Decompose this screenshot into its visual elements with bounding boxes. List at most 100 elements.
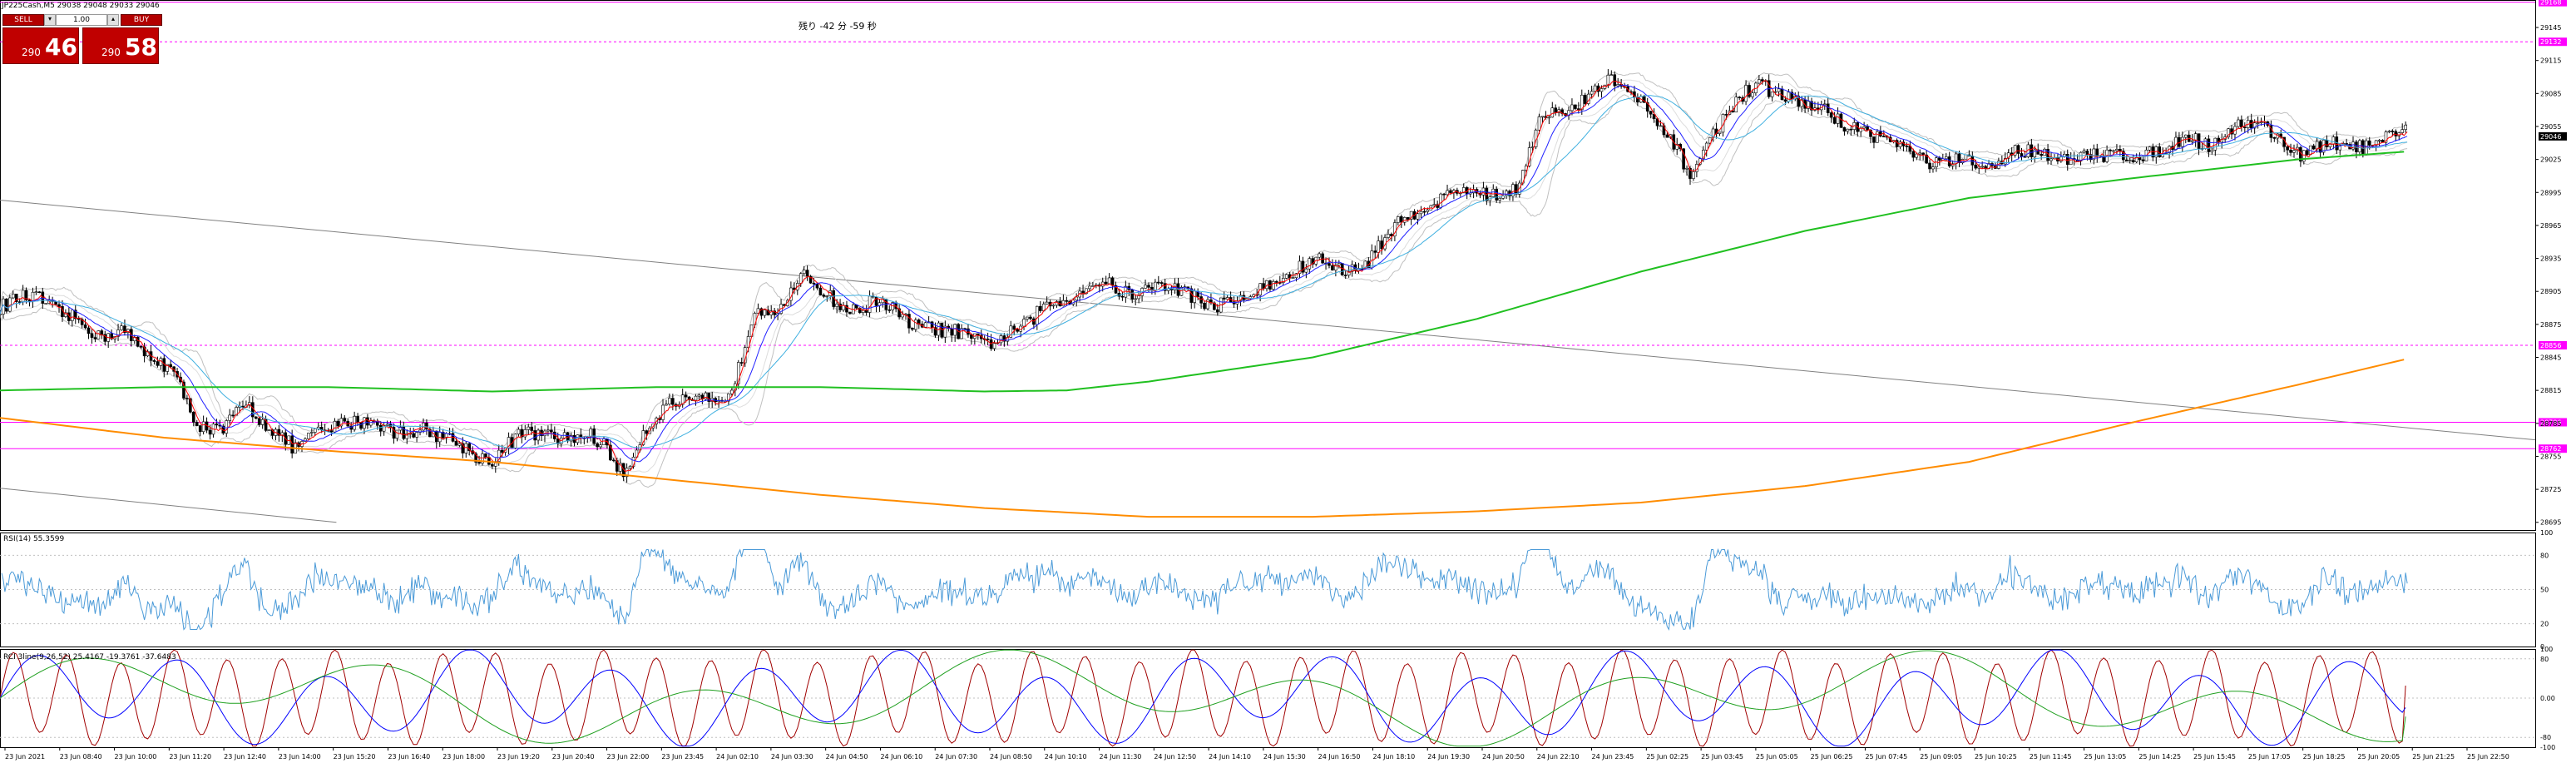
candle-body — [684, 394, 688, 398]
candle-body — [464, 443, 468, 453]
candle-body — [1970, 156, 1975, 166]
candle-body — [527, 426, 531, 430]
candle-body — [943, 325, 947, 338]
candle-body — [356, 416, 359, 423]
candle-body — [1511, 184, 1515, 196]
x-tick-label-17: 24 Jun 07:30 — [935, 753, 977, 761]
candle-body — [2030, 144, 2034, 157]
candle-body — [625, 468, 629, 478]
candle-body — [897, 308, 901, 318]
rsi-scale-1: 80 — [2540, 552, 2549, 559]
candle-body — [208, 429, 212, 435]
candle-body — [1328, 263, 1331, 266]
candle-body — [1652, 113, 1656, 119]
candle-body — [1744, 85, 1748, 102]
x-tick-label-43: 25 Jun 20:05 — [2357, 753, 2400, 761]
candle-body — [618, 463, 622, 472]
candle-body — [2131, 160, 2135, 162]
lot-increase-icon[interactable]: ▴ — [107, 14, 119, 26]
candle-body — [1748, 85, 1751, 97]
candle-body — [241, 405, 245, 408]
candle-body — [1849, 128, 1853, 131]
candle-body — [441, 432, 445, 438]
candle-body — [1397, 216, 1400, 223]
candle-body — [1048, 301, 1052, 307]
candle-body — [1777, 88, 1781, 92]
level-tag-label-0: 29168 — [2540, 0, 2561, 7]
candle-body — [1308, 258, 1312, 270]
candle-body — [2367, 140, 2371, 146]
x-tick-label-16: 24 Jun 06:10 — [880, 753, 922, 761]
candle-body — [2122, 151, 2125, 161]
candle-body — [497, 449, 501, 462]
ma-mid-line — [0, 84, 2408, 463]
candle-body — [2272, 137, 2277, 139]
candle-body — [818, 287, 823, 295]
candle-body — [1331, 265, 1334, 270]
candle-body — [152, 359, 156, 362]
candle-body — [815, 284, 819, 289]
buy-button[interactable]: BUY — [121, 14, 162, 26]
x-tick-label-37: 25 Jun 11:45 — [2030, 753, 2072, 761]
level-tag-label-4: 28762 — [2540, 445, 2561, 453]
candle-body — [1416, 213, 1420, 220]
candle-body — [339, 418, 344, 427]
y-tick-label-12: 28785 — [2540, 420, 2561, 428]
candle-body — [1918, 152, 1921, 155]
sell-price-box[interactable]: 290 46 — [2, 27, 79, 64]
candle-body — [1550, 107, 1555, 118]
candle-body — [398, 426, 403, 431]
buy-price-box[interactable]: 290 58 — [82, 27, 159, 64]
candle-body — [1574, 104, 1577, 109]
candle-body — [822, 295, 826, 297]
candle-body — [953, 324, 957, 336]
candle-body — [1636, 97, 1639, 103]
candle-body — [2252, 122, 2257, 129]
candle-body — [1393, 222, 1397, 236]
rci-scale-1: 80 — [2540, 656, 2549, 663]
candle-body — [329, 430, 334, 433]
candle-body — [569, 434, 573, 442]
candle-body — [1377, 240, 1380, 253]
candle-body — [808, 275, 813, 284]
candle-body — [27, 300, 32, 302]
candle-body — [1881, 136, 1886, 137]
candle-body — [1091, 285, 1095, 287]
candle-body — [73, 310, 77, 320]
candle-body — [1022, 319, 1026, 327]
candle-body — [2089, 154, 2093, 161]
candle-body — [2049, 158, 2053, 161]
candle-body — [201, 421, 205, 433]
lot-decrease-icon[interactable]: ▾ — [44, 14, 56, 26]
candle-body — [1321, 253, 1324, 264]
candle-body — [2279, 133, 2283, 138]
ma-200-line — [0, 151, 2405, 393]
candle-body — [405, 433, 409, 439]
candle-body — [156, 361, 160, 366]
candle-body — [1002, 335, 1006, 342]
candle-body — [290, 435, 294, 453]
candle-body — [1832, 116, 1837, 124]
sell-button[interactable]: SELL — [2, 14, 44, 26]
y-tick-label-6: 28965 — [2540, 222, 2561, 230]
candle-body — [307, 433, 310, 439]
candle-body — [1931, 166, 1935, 170]
candle-body — [392, 427, 396, 439]
candle-body — [254, 416, 258, 419]
candle-body — [1826, 103, 1830, 113]
candle-body — [707, 392, 711, 402]
lot-input[interactable]: 1.00 — [56, 14, 107, 26]
rci-short-line — [0, 649, 2406, 747]
candle-body — [1449, 190, 1452, 193]
candle-body — [1925, 154, 1928, 164]
candle-body — [736, 362, 740, 384]
candle-body — [2400, 129, 2405, 133]
candle-body — [142, 346, 146, 357]
candle-body — [901, 314, 904, 318]
x-tick-label-42: 25 Jun 18:25 — [2303, 753, 2346, 761]
candle-body — [1869, 130, 1872, 137]
candle-body — [17, 301, 22, 303]
candle-body — [1692, 171, 1695, 179]
rci-label: RCI 3line(9,26,52) 25.4167 -19.3761 -37.… — [3, 653, 176, 661]
